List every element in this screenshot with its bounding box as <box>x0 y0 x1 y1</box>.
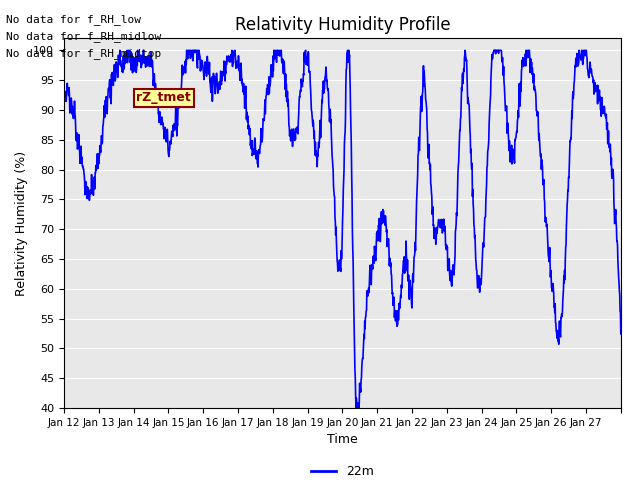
X-axis label: Time: Time <box>327 433 358 446</box>
Text: No data for f_RH_midlow: No data for f_RH_midlow <box>6 31 162 42</box>
Y-axis label: Relativity Humidity (%): Relativity Humidity (%) <box>15 151 28 296</box>
Text: No data for f_RH_midtop: No data for f_RH_midtop <box>6 48 162 59</box>
Legend: 22m: 22m <box>306 460 379 480</box>
Text: No data for f_RH_low: No data for f_RH_low <box>6 14 141 25</box>
Text: rZ_tmet: rZ_tmet <box>136 91 191 104</box>
Title: Relativity Humidity Profile: Relativity Humidity Profile <box>235 16 450 34</box>
